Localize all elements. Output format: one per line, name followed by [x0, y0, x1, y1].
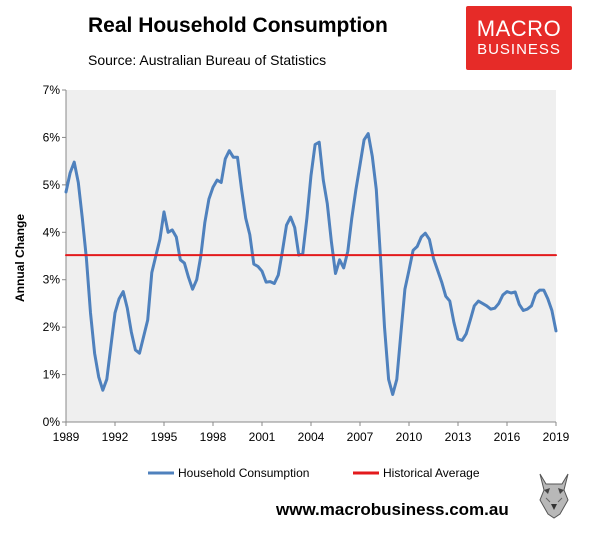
x-tick-label: 2013	[445, 430, 472, 444]
x-tick-label: 2001	[249, 430, 276, 444]
legend-item-historical-average: Historical Average	[353, 466, 480, 480]
y-tick-label: 6%	[43, 130, 61, 144]
x-tick-label: 2004	[298, 430, 325, 444]
y-tick-label: 1%	[43, 368, 61, 382]
legend-item-household-consumption: Household Consumption	[148, 466, 309, 480]
y-tick-label: 5%	[43, 178, 61, 192]
website-url: www.macrobusiness.com.au	[276, 500, 509, 519]
y-tick-label: 2%	[43, 320, 61, 334]
y-axis-label: Annual Change	[13, 214, 27, 302]
chart-title: Real Household Consumption	[88, 14, 388, 37]
x-tick-label: 2010	[396, 430, 423, 444]
legend: Household Consumption Historical Average	[148, 466, 480, 480]
x-tick-label: 2016	[494, 430, 521, 444]
legend-label: Household Consumption	[178, 466, 309, 480]
logo-line-2: BUSINESS	[477, 41, 561, 58]
legend-label: Historical Average	[383, 466, 480, 480]
y-axis: 0% 1% 2% 3% 4% 5% 6% 7%	[43, 83, 67, 429]
wolf-mascot-icon	[534, 470, 574, 520]
y-tick-label: 4%	[43, 225, 61, 239]
series-line-household-consumption	[64, 132, 558, 396]
y-tick-label: 7%	[43, 83, 61, 97]
logo-line-1: MACRO	[476, 16, 562, 41]
x-axis: 1989 1992 1995 1998 2001 2004 2007 2010 2013 2016…	[53, 421, 570, 444]
chart-subtitle: Source: Australian Bureau of Statistics	[88, 52, 327, 68]
y-tick-label: 0%	[43, 415, 61, 429]
x-tick-label: 1992	[102, 430, 129, 444]
macrobusiness-logo: MACRO BUSINESS	[466, 6, 572, 70]
y-tick-label: 3%	[43, 273, 61, 287]
x-tick-label: 1989	[53, 430, 80, 444]
x-tick-label: 1995	[151, 430, 178, 444]
x-tick-label: 2019	[543, 430, 570, 444]
series-layer	[64, 132, 558, 396]
x-tick-label: 2007	[347, 430, 374, 444]
x-tick-label: 1998	[200, 430, 227, 444]
